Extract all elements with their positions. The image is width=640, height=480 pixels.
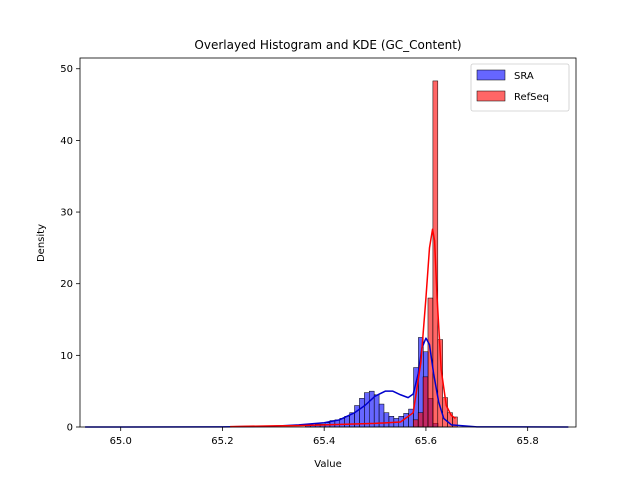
legend: SRA RefSeq [470,63,570,112]
bar-sra-20 [403,413,409,428]
legend-label-sra: SRA [514,71,534,82]
bar-sra-11 [359,398,365,428]
y-tick-label: 40 [60,136,73,147]
bar-sra-14 [373,394,380,428]
y-tick-label: 50 [60,64,73,75]
bar-sra-17 [388,416,395,428]
x-axis-label: Value [314,459,341,470]
plot-frame [79,57,577,428]
legend-label-refseq: RefSeq [514,92,549,103]
chart-title: Overlayed Histogram and KDE (GC_Content) [194,38,461,52]
y-tick-label: 20 [60,279,73,290]
bar-sra-8 [344,416,350,428]
legend-swatch-sra [476,69,506,81]
x-tick-label: 65.0 [110,436,132,447]
bar-sra-13 [369,390,375,428]
bar-sra-16 [383,412,390,428]
y-tick-label: 10 [60,351,73,362]
bar-refseq-1 [417,412,424,428]
y-axis: 0 10 20 30 40 50 [60,64,80,434]
y-tick-label: 30 [60,208,73,219]
bar-sra-12 [364,392,370,428]
bar-refseq-0 [412,419,419,428]
legend-swatch-refseq [476,90,506,102]
x-tick-label: 65.2 [211,436,233,447]
y-tick-label: 0 [67,423,73,434]
x-tick-label: 65.8 [517,436,539,447]
kde-line-refseq [230,228,456,428]
x-tick-label: 65.4 [313,436,335,447]
x-tick-label: 65.6 [415,436,437,447]
bar-refseq-2 [422,376,429,428]
kde-line-sra [85,337,569,428]
y-axis-label: Density [36,224,47,262]
x-axis: 65.0 65.2 65.4 65.6 65.8 [110,427,539,447]
